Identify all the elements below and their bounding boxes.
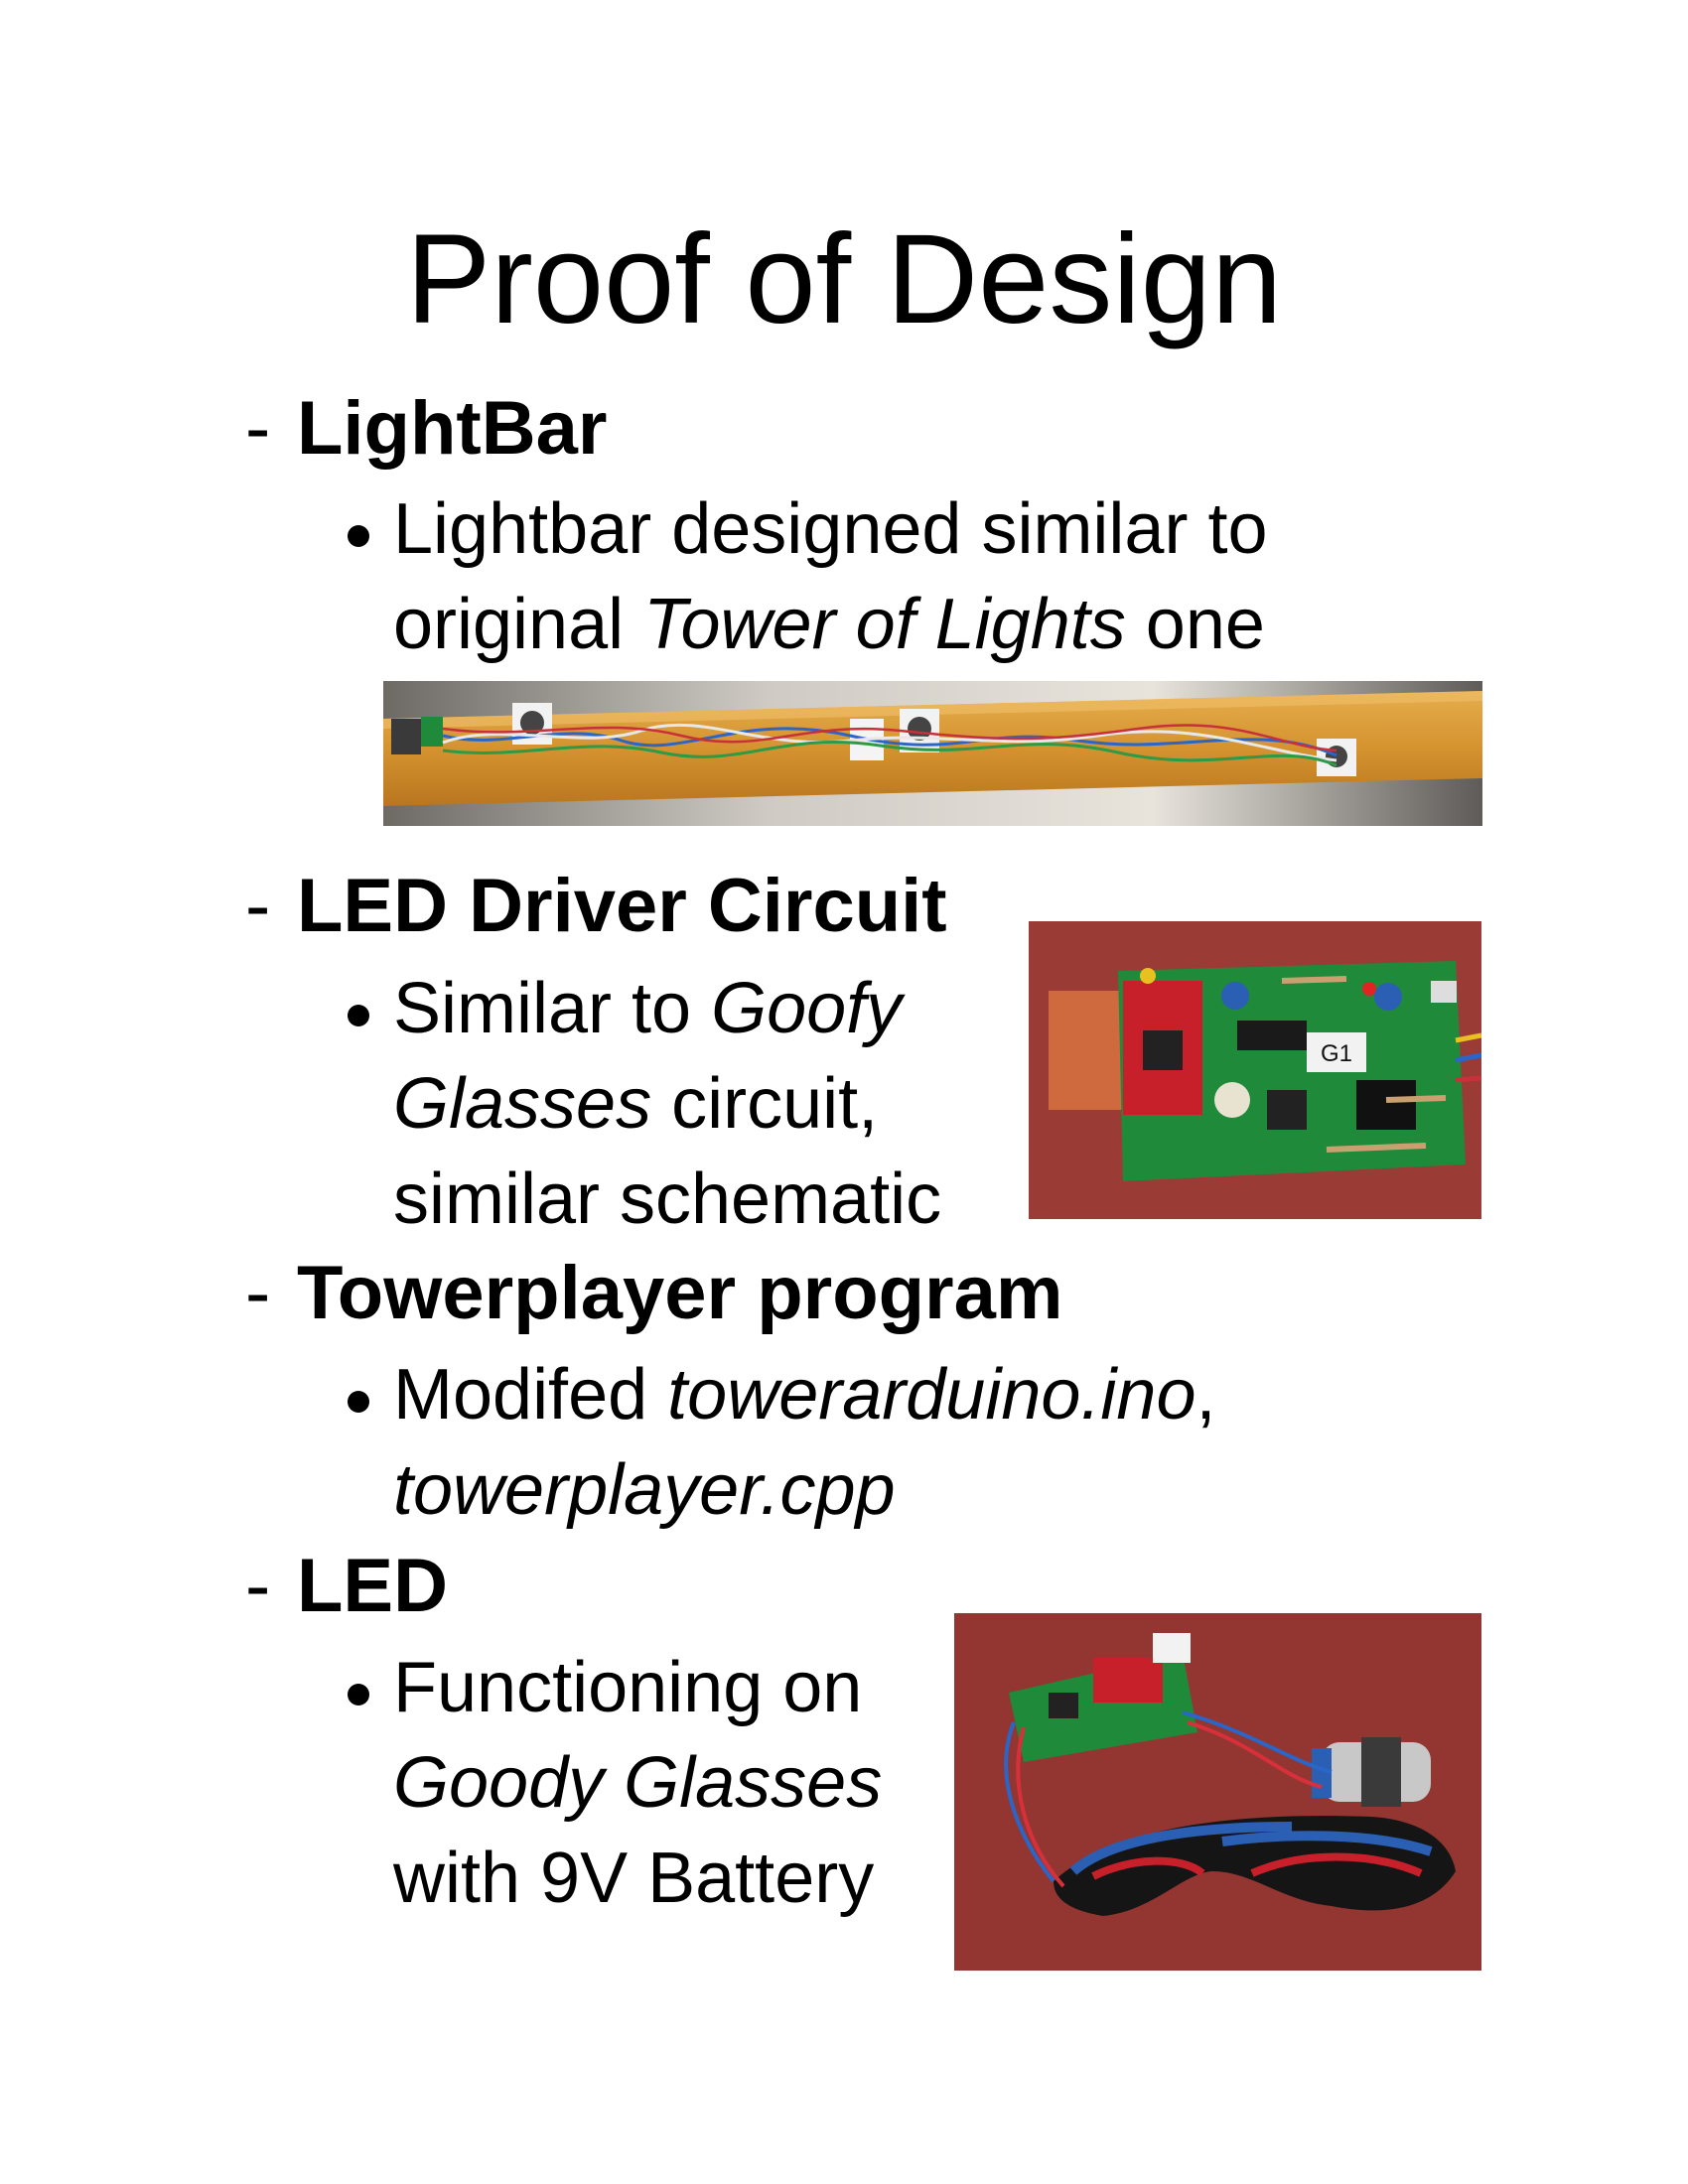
dash-marker: - (245, 1251, 271, 1335)
bullet-line: Glasses circuit, (393, 1064, 879, 1144)
heading-text: LED (297, 1544, 448, 1628)
bullet-line: original Tower of Lights one (393, 585, 1265, 664)
bullet-line: towerplayer.cpp (393, 1450, 896, 1530)
bullet-line: Functioning on (393, 1648, 863, 1727)
dash-marker: - (245, 386, 271, 471)
section-driver-heading: - LED Driver Circuit (245, 862, 947, 951)
bullet-line: Lightbar designed similar to (393, 489, 1268, 569)
bullet-dot (348, 1005, 369, 1026)
section-towerplayer-heading: - Towerplayer program (245, 1249, 1062, 1338)
bullet-line: Goody Glasses (393, 1743, 883, 1823)
driver-circuit-photo: G1 (1029, 921, 1481, 1219)
dash-marker: - (245, 1544, 271, 1628)
dash-marker: - (245, 864, 271, 948)
bullet-line: with 9V Battery (393, 1839, 875, 1918)
bullet-line: Similar to Goofy (393, 969, 903, 1048)
bullet-line: similar schematic (393, 1160, 942, 1239)
bullet-dot (348, 525, 369, 547)
heading-text: Towerplayer program (297, 1251, 1063, 1335)
section-led-heading: - LED (245, 1542, 448, 1631)
heading-text: LED Driver Circuit (297, 864, 947, 948)
section-lightbar-heading: - LightBar (245, 384, 607, 474)
heading-text: LightBar (297, 386, 608, 471)
page-title: Proof of Design (405, 208, 1283, 350)
lightbar-photo (383, 681, 1482, 826)
g1-label: G1 (1321, 1040, 1352, 1067)
bullet-line: Modifed towerarduino.ino, (393, 1355, 1216, 1434)
goody-glasses-photo (954, 1613, 1481, 1971)
bullet-dot (348, 1391, 369, 1413)
bullet-dot (348, 1684, 369, 1706)
